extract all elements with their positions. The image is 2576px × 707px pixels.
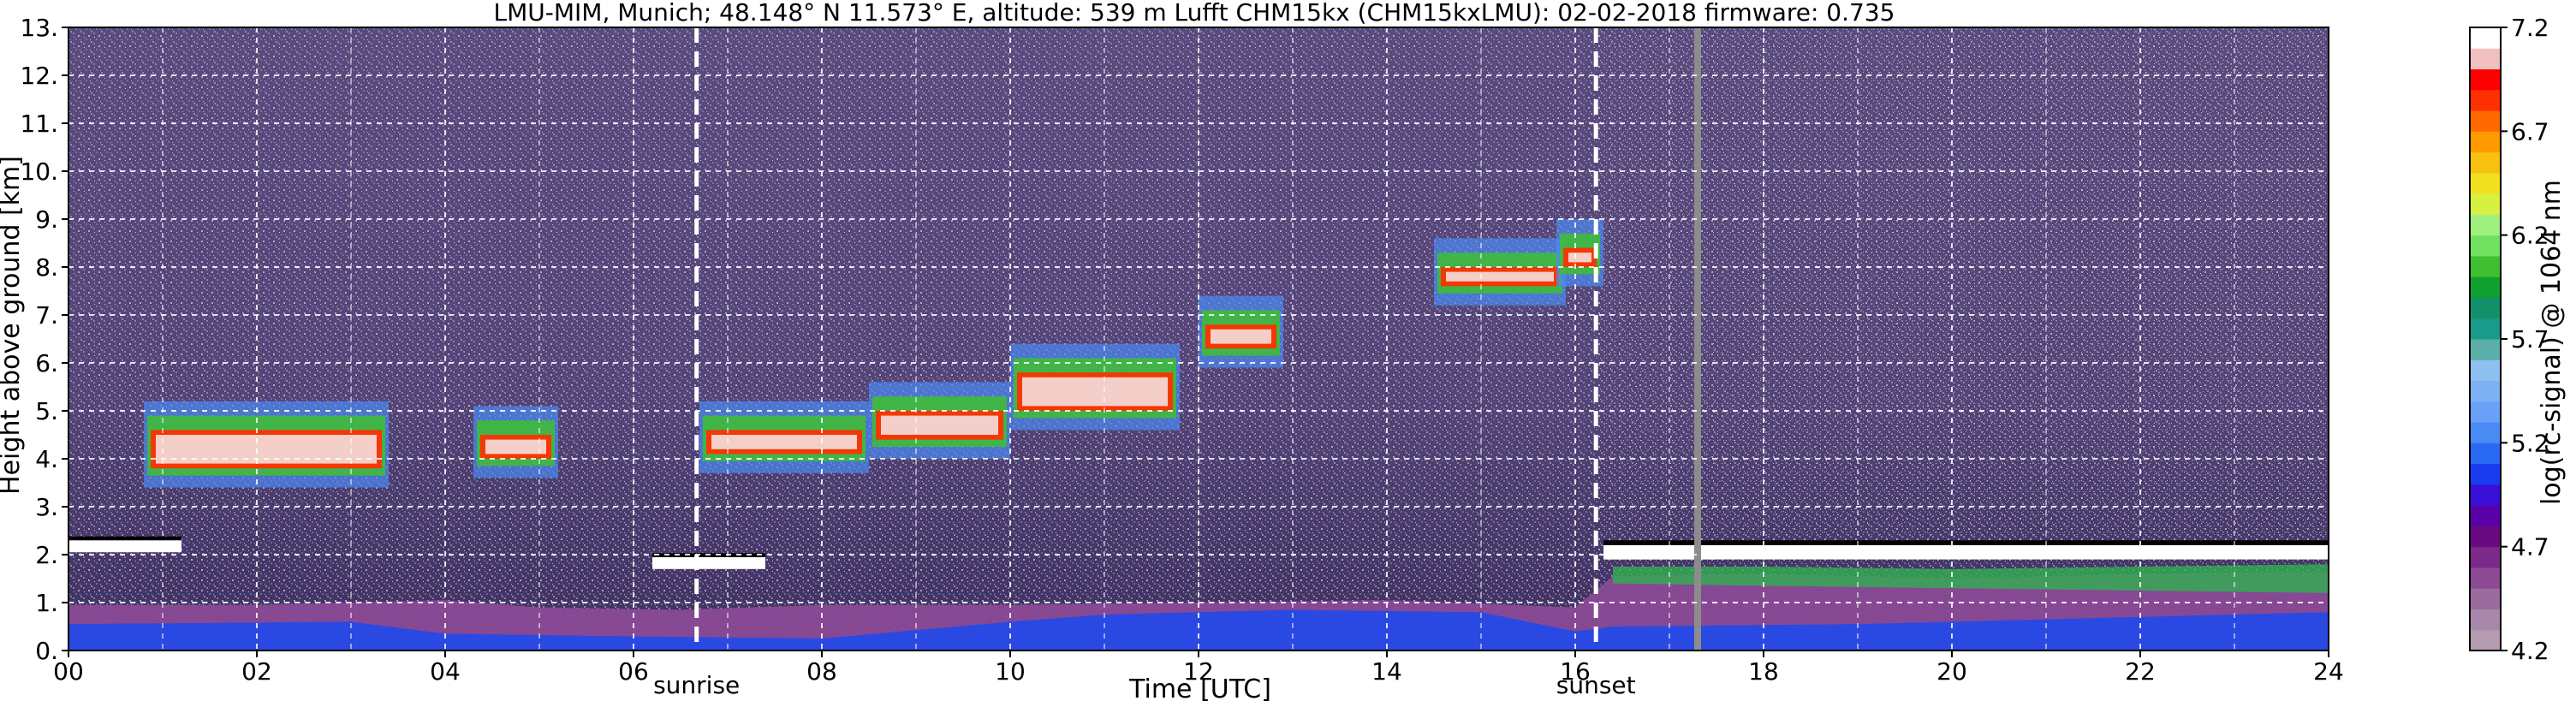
colorbar-swatch [2470, 68, 2501, 91]
night-aerosol-ribbon [1613, 564, 2329, 593]
signal-layers [68, 27, 2329, 651]
x-tick-label: 10 [995, 657, 1026, 686]
colorbar-swatch [2470, 89, 2501, 111]
x-tick-label: 12 [1183, 657, 1214, 686]
colorbar-tick-label: 7.2 [2511, 14, 2549, 42]
cirrus-peak [1446, 271, 1554, 282]
y-tick-label: 13. [20, 14, 58, 42]
x-tick-label: 22 [2125, 657, 2156, 686]
y-axis-label: Height above ground [km] [0, 156, 26, 495]
y-tick-label: 0. [35, 637, 58, 665]
y-axis-ticks: 0. 1. 2. 3. 4. 5. 6. 7. 8. 9. 10. 11. 12. 13. [20, 14, 68, 665]
colorbar-swatch [2470, 48, 2501, 70]
low-cloud [68, 540, 181, 553]
low-cloud-top [68, 536, 181, 541]
cirrus-peak [881, 415, 998, 435]
y-tick-label: 1. [35, 589, 58, 617]
cirrus-peak [485, 439, 546, 454]
y-tick-label: 2. [35, 541, 58, 569]
y-tick-label: 6. [35, 349, 58, 377]
y-tick-label: 5. [35, 397, 58, 425]
annotation-label: sunset [1556, 671, 1636, 699]
colorbar-swatch [2470, 152, 2501, 174]
annotation-label: sunrise [653, 671, 740, 699]
y-tick-label: 8. [35, 253, 58, 282]
colorbar-tick-label: 5.7 [2511, 325, 2549, 354]
x-tick-label: 16 [1560, 657, 1591, 686]
colorbar-swatch [2470, 443, 2501, 465]
x-tick-label: 24 [2313, 657, 2344, 686]
colorbar-swatch [2470, 110, 2501, 132]
y-tick-label: 11. [20, 110, 58, 138]
colorbar: 4.2 4.7 5.2 5.7 6.2 6.7 7.2 [2469, 14, 2549, 665]
colorbar-swatch [2470, 463, 2501, 485]
colorbar-swatch [2470, 359, 2501, 382]
cirrus-peak [1022, 377, 1168, 407]
y-tick-label: 10. [20, 157, 58, 186]
cirrus-peak [1568, 253, 1591, 263]
cirrus-peak [711, 435, 857, 449]
colorbar-tick-label: 6.7 [2511, 117, 2549, 146]
night-noise [1603, 27, 2329, 541]
plot-area [68, 27, 2329, 651]
colorbar-swatch [2470, 276, 2501, 298]
colorbar-swatch [2470, 255, 2501, 277]
colorbar-swatch [2470, 297, 2501, 319]
colorbar-swatch [2470, 172, 2501, 194]
colorbar-swatch [2470, 484, 2501, 506]
y-tick-label: 3. [35, 493, 58, 521]
colorbar-tick-label: 6.2 [2511, 222, 2549, 250]
x-tick-label: 14 [1371, 657, 1402, 686]
annotation-labels: sunrise sunset [653, 671, 1636, 699]
night-low-cloud [1603, 544, 2329, 560]
colorbar-swatch [2470, 339, 2501, 360]
x-tick-label: 04 [430, 657, 461, 686]
colorbar-swatch [2470, 27, 2501, 49]
colorbar-swatch [2470, 567, 2501, 589]
low-cloud [652, 556, 765, 569]
x-tick-label: 18 [1748, 657, 1779, 686]
colorbar-swatch [2470, 131, 2501, 153]
y-tick-label: 4. [35, 445, 58, 473]
colorbar-swatch [2470, 380, 2501, 402]
x-tick-label: 00 [53, 657, 84, 686]
colorbar-tick-label: 4.2 [2511, 637, 2549, 665]
colorbar-tick-label: 5.2 [2511, 429, 2549, 457]
x-tick-label: 06 [618, 657, 649, 686]
boundary-layer-core [68, 609, 2329, 651]
colorbar-swatch [2470, 629, 2501, 651]
x-axis-ticks: 00 02 04 06 08 10 12 14 16 18 20 22 24 [53, 651, 2344, 686]
colorbar-label: log(rc-signal) @ 1064 nm [2537, 180, 2567, 505]
colorbar-swatch [2470, 235, 2501, 257]
cirrus-peak [1211, 329, 1271, 344]
grid [68, 27, 2329, 651]
annotation-lines [694, 27, 1598, 651]
y-tick-label: 12. [20, 62, 58, 90]
colorbar-swatch [2470, 318, 2501, 340]
colorbar-tick-label: 4.7 [2511, 533, 2549, 561]
y-tick-label: 9. [35, 205, 58, 234]
x-axis-label: Time [UTC] [1128, 674, 1271, 704]
colorbar-swatch [2470, 505, 2501, 526]
x-tick-label: 20 [1936, 657, 1967, 686]
x-tick-label: 02 [241, 657, 272, 686]
colorbar-swatch [2470, 193, 2501, 215]
x-tick-label: 08 [806, 657, 837, 686]
colorbar-swatch [2470, 401, 2501, 423]
colorbar-swatch [2470, 588, 2501, 609]
colorbar-swatch [2470, 422, 2501, 443]
colorbar-swatch [2470, 609, 2501, 631]
colorbar-swatch [2470, 546, 2501, 568]
instrument-gap [1694, 27, 1701, 651]
colorbar-swatch [2470, 526, 2501, 548]
colorbar-swatch [2470, 214, 2501, 236]
y-tick-label: 7. [35, 301, 58, 330]
chart-title: LMU-MIM, Munich; 48.148° N 11.573° E, al… [494, 0, 1895, 27]
night-low-cloud-top [1603, 540, 2329, 545]
